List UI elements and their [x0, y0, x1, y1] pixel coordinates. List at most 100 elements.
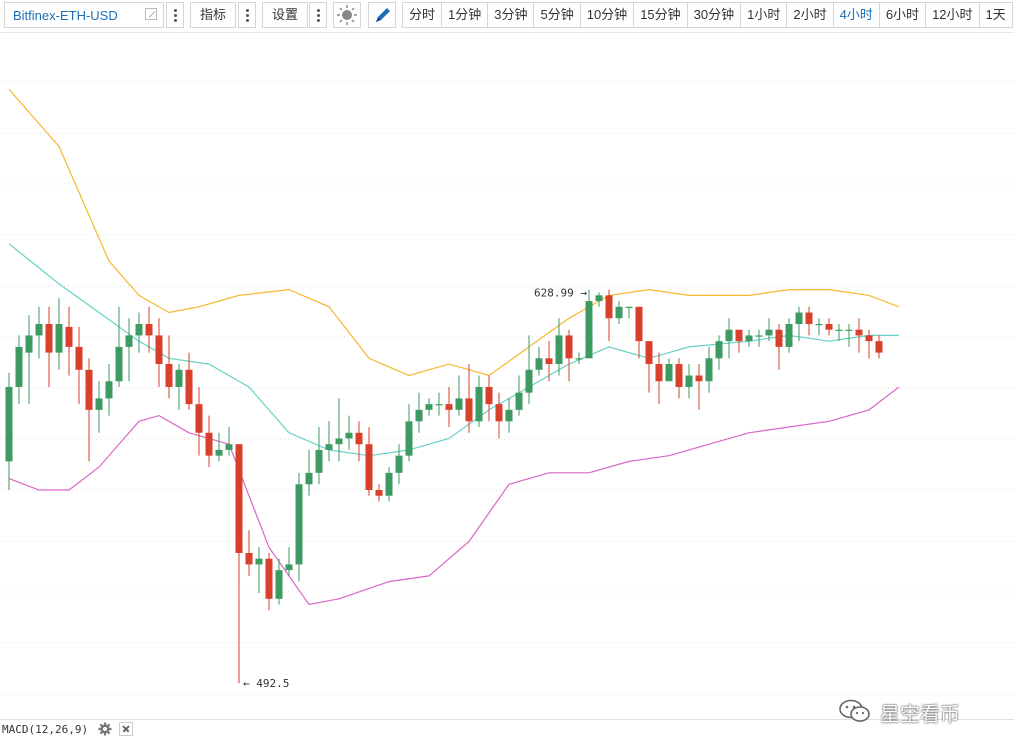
bollinger-middle-line	[8, 243, 899, 457]
candle-body	[45, 323, 53, 353]
candle-body	[275, 570, 283, 599]
candle-body	[485, 386, 493, 405]
symbol-selector[interactable]: Bitfinex-ETH-USD	[4, 2, 164, 28]
interval-tab[interactable]: 分时	[402, 2, 443, 28]
candle-body	[395, 455, 403, 473]
interval-tab[interactable]: 15分钟	[634, 2, 688, 28]
symbol-more-icon[interactable]	[166, 2, 184, 28]
candle-body	[35, 323, 43, 336]
interval-tab[interactable]: 2小时	[787, 2, 834, 28]
candle-body	[375, 490, 383, 496]
candle-body	[635, 306, 643, 342]
theme-toggle-button[interactable]	[333, 2, 361, 28]
gear-icon[interactable]	[98, 722, 112, 736]
candle-body	[405, 421, 413, 456]
drawing-tool-button[interactable]	[368, 2, 396, 28]
candle-body	[585, 301, 593, 359]
candle-body	[575, 358, 583, 360]
candle-body	[245, 552, 253, 565]
candle-body	[825, 323, 833, 330]
candle-body	[25, 335, 33, 353]
candle-body	[55, 323, 63, 353]
interval-tab[interactable]: 1小时	[741, 2, 788, 28]
candle-body	[705, 358, 713, 382]
interval-tab[interactable]: 10分钟	[580, 2, 635, 28]
candle-body	[615, 306, 623, 319]
chart-toolbar: Bitfinex-ETH-USD 指标 设置 分时 1分钟 3分钟 5分钟 10分钟 15…	[0, 0, 1014, 33]
interval-tab[interactable]: 4小时	[833, 2, 880, 28]
close-icon[interactable]	[119, 722, 133, 736]
candle-body	[425, 404, 433, 410]
candle-body	[255, 558, 263, 565]
candle-body	[525, 369, 533, 393]
candle-body	[845, 329, 853, 331]
candle-body	[105, 381, 113, 399]
candle-body	[135, 323, 143, 336]
interval-tab[interactable]: 30分钟	[687, 2, 742, 28]
candle-body	[555, 335, 563, 365]
interval-tab[interactable]: 1天	[979, 2, 1013, 28]
candle-body	[325, 444, 333, 450]
candle-body	[5, 386, 13, 462]
settings-button[interactable]: 设置	[262, 2, 309, 28]
watermark-text: 星空看币	[880, 702, 960, 726]
candle-body	[125, 335, 133, 347]
candle-body	[95, 398, 103, 410]
candle-body	[265, 558, 273, 599]
candle-body	[815, 323, 823, 326]
candle-body	[285, 564, 293, 571]
candle-body	[415, 409, 423, 422]
candle-body	[455, 398, 463, 410]
candle-body	[785, 323, 793, 347]
candle-body	[495, 404, 503, 422]
candle-body	[295, 484, 303, 565]
interval-tab[interactable]: 6小时	[879, 2, 927, 28]
candle-body	[475, 386, 483, 422]
candle-body	[695, 375, 703, 382]
candle-body	[505, 409, 513, 422]
candle-body	[435, 404, 443, 406]
candle-body	[65, 326, 73, 347]
interval-tab[interactable]: 12小时	[926, 2, 980, 28]
candle-body	[675, 364, 683, 387]
candle-body	[185, 369, 193, 405]
candle-body	[835, 329, 843, 331]
wechat-icon	[839, 699, 870, 722]
indicator-more-icon[interactable]	[238, 2, 256, 28]
candle-body	[515, 392, 523, 410]
interval-tab[interactable]: 1分钟	[442, 2, 489, 28]
interval-tab[interactable]: 3分钟	[488, 2, 535, 28]
candle-body	[665, 364, 673, 382]
candle-body	[755, 335, 763, 337]
high-price-label: 628.99 →	[534, 287, 587, 300]
candle-body	[365, 444, 373, 490]
candle-body	[165, 364, 173, 387]
candle-body	[385, 472, 393, 496]
macd-label: MACD(12,26,9)	[2, 723, 89, 736]
settings-more-icon[interactable]	[309, 2, 327, 28]
candle-body	[225, 444, 233, 450]
candle-body	[855, 329, 863, 336]
candle-body	[805, 312, 813, 324]
sun-icon	[337, 5, 357, 25]
candle-body	[775, 329, 783, 347]
candle-body	[85, 369, 93, 410]
candle-body	[655, 364, 663, 382]
candle-body	[595, 295, 603, 302]
external-link-icon[interactable]	[145, 8, 157, 20]
candle-body	[355, 432, 363, 445]
candle-body	[765, 329, 773, 336]
price-chart[interactable]: 628.99 → ← 492.5	[0, 32, 1014, 719]
candle-body	[315, 449, 323, 473]
candle-body	[115, 346, 123, 382]
candle-body	[195, 404, 203, 433]
candle-body	[145, 323, 153, 336]
macd-indicator-bar: MACD(12,26,9)	[0, 719, 1014, 740]
candle-body	[345, 432, 353, 439]
candle-body	[205, 432, 213, 456]
candle-body	[865, 335, 873, 342]
indicator-button[interactable]: 指标	[190, 2, 237, 28]
candle-body	[75, 346, 83, 370]
symbol-name: Bitfinex-ETH-USD	[13, 8, 118, 23]
interval-tab[interactable]: 5分钟	[534, 2, 581, 28]
